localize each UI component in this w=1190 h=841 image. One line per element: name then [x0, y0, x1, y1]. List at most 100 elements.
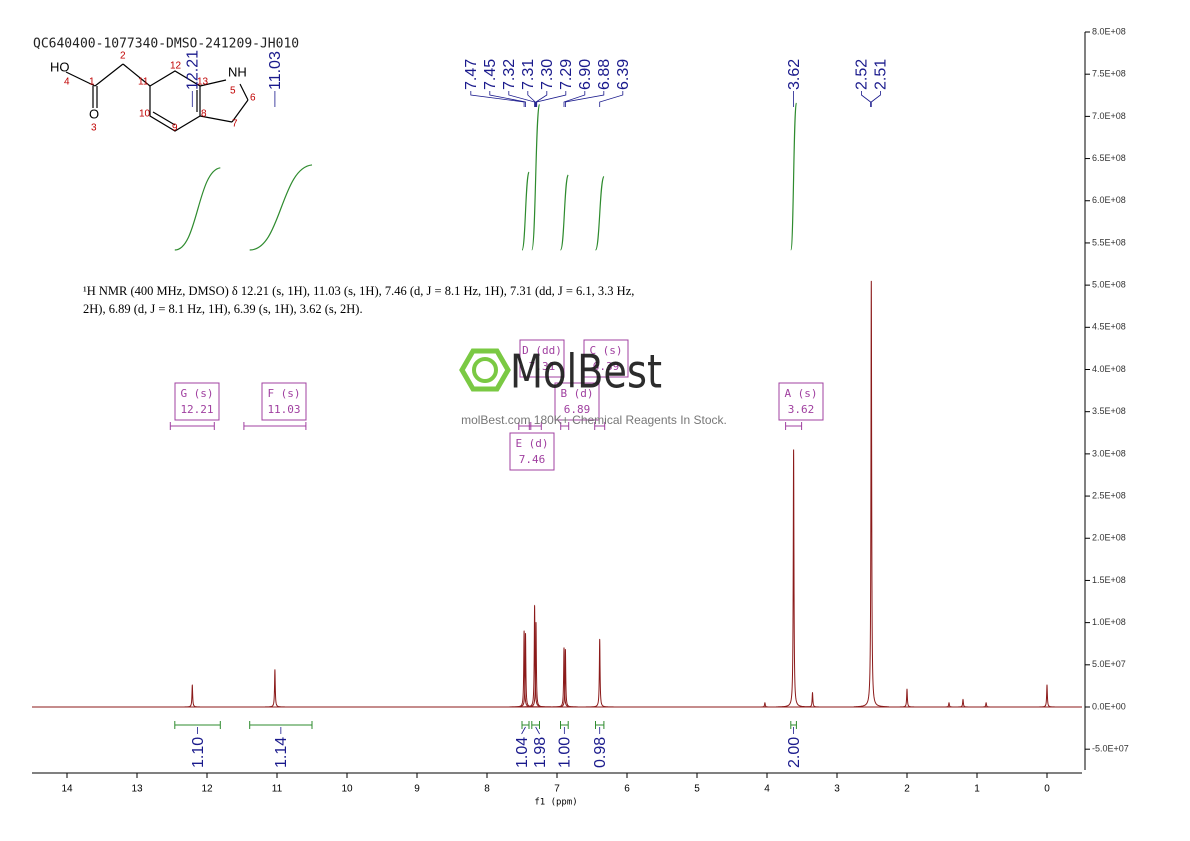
peak-label-connector — [470, 91, 525, 107]
peak-label: 2.51 — [873, 59, 890, 90]
x-tick-label: 7 — [554, 784, 560, 795]
watermark: MolBest molBest.com 180K+ Chemical Reagen… — [459, 345, 727, 427]
integral-range — [790, 721, 797, 729]
y-tick-label: 3.0E+08 — [1092, 448, 1126, 458]
peak — [945, 698, 981, 708]
atom: O — [89, 106, 99, 121]
multiplet-name: D (dd) — [522, 344, 562, 357]
x-tick-label: 2 — [904, 784, 910, 795]
peak-label: 2.52 — [854, 59, 871, 90]
peak-label-connector — [489, 91, 526, 107]
peak — [1029, 684, 1065, 708]
atom: NH — [228, 64, 247, 79]
y-tick-label: 1.0E+08 — [1092, 617, 1126, 627]
multiplet-range — [594, 422, 606, 430]
peak-label-connector — [563, 91, 586, 107]
atom-number: 12 — [170, 61, 182, 72]
multiplet-name: B (d) — [560, 387, 593, 400]
y-tick-label: 4.0E+08 — [1092, 364, 1126, 374]
atom: HO — [50, 59, 70, 74]
y-tick-label: 1.5E+08 — [1092, 575, 1126, 585]
y-tick-label: 4.5E+08 — [1092, 322, 1126, 332]
atom-number: 7 — [232, 119, 238, 130]
x-tick-label: 1 — [974, 784, 980, 795]
bond — [239, 83, 249, 101]
peak — [776, 449, 812, 708]
atom-number: 13 — [197, 77, 209, 88]
multiplet-shift: 6.39 — [593, 360, 620, 373]
multiplet-name: E (d) — [515, 437, 548, 450]
peak-label-connector — [536, 91, 567, 107]
bond — [65, 71, 96, 87]
multiplet-box — [519, 339, 565, 378]
multiplet-box — [174, 382, 220, 421]
peak-label: 6.39 — [615, 59, 632, 90]
integral-connector — [535, 726, 540, 735]
atom-number: 9 — [172, 123, 178, 134]
multiplet-range — [560, 422, 570, 430]
y-tick-label: 7.5E+08 — [1092, 69, 1126, 79]
peak-label-connector — [527, 91, 536, 107]
integral-range — [560, 721, 569, 729]
x-tick-label: 14 — [61, 784, 73, 795]
integral-range — [531, 721, 540, 729]
peak-label: 3.62 — [786, 59, 803, 90]
integral-label: 0.98 — [592, 737, 609, 768]
peak-label: 7.32 — [501, 59, 518, 90]
logo-tagline: molBest.com 180K+ Chemical Reagents In S… — [461, 413, 727, 427]
y-tick-label: 2.0E+08 — [1092, 533, 1126, 543]
peak — [547, 649, 583, 708]
multiplet-box — [554, 382, 600, 421]
x-tick-label: 11 — [272, 784, 283, 795]
multiplet-name: A (s) — [784, 387, 817, 400]
peak-label-connector — [508, 91, 535, 107]
peak-label: 7.30 — [539, 59, 556, 90]
integral-label: 1.04 — [514, 737, 531, 768]
y-tick-label: 8.0E+08 — [1092, 26, 1126, 36]
multiplet-range — [243, 422, 307, 430]
peak — [517, 604, 553, 708]
integral-range — [249, 721, 313, 729]
peak — [968, 702, 1004, 708]
y-tick-label: 5.0E+08 — [1092, 280, 1126, 290]
atom-number: 10 — [139, 109, 151, 120]
atom-number: 5 — [230, 86, 236, 97]
atom-number: 3 — [91, 123, 97, 134]
y-tick-label: 2.5E+08 — [1092, 490, 1126, 500]
multiplet-range — [785, 422, 803, 430]
y-tick-label: 7.0E+08 — [1092, 111, 1126, 121]
multiplet-shift: 12.21 — [180, 403, 213, 416]
atom-number: 11 — [138, 77, 149, 88]
logo-hexagon — [459, 348, 511, 392]
chart-title: QC640400-1077340-DMSO-241209-JH010 — [33, 37, 299, 52]
x-tick-label: 12 — [201, 784, 213, 795]
multiplet-shift: 3.62 — [788, 403, 815, 416]
integral-range — [174, 721, 221, 729]
peak — [257, 669, 293, 708]
peak-label: 7.45 — [482, 59, 499, 90]
integral-curve — [790, 102, 797, 251]
peak-label: 6.88 — [596, 59, 613, 90]
x-tick-label: 8 — [484, 784, 490, 795]
x-tick-label: 9 — [414, 784, 420, 795]
bond — [94, 63, 124, 87]
y-tick-label: 5.5E+08 — [1092, 237, 1126, 247]
bond — [152, 111, 176, 126]
x-tick-label: 10 — [341, 784, 353, 795]
integral-curve — [174, 167, 221, 251]
multiplet-range — [528, 422, 542, 430]
y-tick-label: 5.0E+07 — [1092, 659, 1126, 669]
structure-labels: HO 4 1 2 O 3 11 12 13 NH 5 6 10 9 8 7 — [50, 51, 256, 134]
bond — [199, 115, 233, 123]
y-tick-label: 0.0E+00 — [1092, 701, 1126, 711]
peak — [518, 621, 554, 708]
atom-number: 2 — [120, 51, 126, 62]
logo-ring — [472, 357, 498, 383]
multiplet-shift: 7.31 — [529, 360, 556, 373]
multiplet-shift: 6.89 — [564, 403, 591, 416]
peak — [853, 280, 889, 708]
peak — [174, 684, 210, 708]
peak-label: 7.29 — [558, 59, 575, 90]
integral-label: 1.00 — [557, 737, 574, 768]
